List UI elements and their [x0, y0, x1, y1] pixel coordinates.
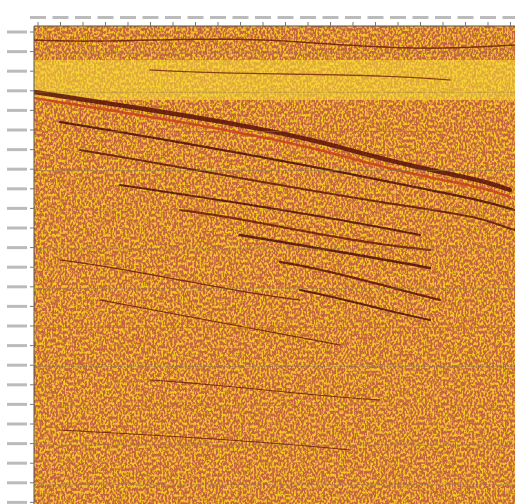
x-tick-label-blur — [143, 16, 159, 19]
seismic-view — [0, 0, 515, 504]
y-tick-label-blur — [7, 462, 27, 465]
y-tick-label-blur — [7, 148, 27, 151]
y-tick-label-blur — [7, 207, 27, 210]
y-tick-label-blur — [7, 481, 27, 484]
x-tick-label-blur — [255, 16, 271, 19]
x-tick-label-blur — [480, 16, 496, 19]
y-tick-label-blur — [7, 364, 27, 367]
y-tick-label-blur — [7, 423, 27, 426]
y-tick-label-blur — [7, 285, 27, 288]
x-tick-label-blur — [165, 16, 181, 19]
seismic-section — [34, 26, 515, 504]
y-tick-label-blur — [7, 50, 27, 53]
y-tick-label-blur — [7, 266, 27, 269]
x-tick-label-blur — [390, 16, 406, 19]
x-tick-label-blur — [53, 16, 69, 19]
y-tick-label-blur — [7, 344, 27, 347]
y-tick-label-blur — [7, 187, 27, 190]
y-tick-label-blur — [7, 89, 27, 92]
x-tick-label-blur — [120, 16, 136, 19]
y-tick-label-blur — [7, 325, 27, 328]
x-tick-label-blur — [323, 16, 339, 19]
x-tick-label-blur — [210, 16, 226, 19]
y-tick-label-blur — [7, 442, 27, 445]
y-tick-label-blur — [7, 501, 27, 504]
x-tick-label-blur — [413, 16, 429, 19]
y-tick-label-blur — [7, 70, 27, 73]
y-tick-label-blur — [7, 227, 27, 230]
x-tick-label-blur — [368, 16, 384, 19]
y-tick-label-blur — [7, 31, 27, 34]
x-tick-label-blur — [30, 16, 46, 19]
y-tick-label-blur — [7, 168, 27, 171]
y-tick-label-blur — [7, 129, 27, 132]
x-tick-label-blur — [435, 16, 451, 19]
x-tick-label-blur — [233, 16, 249, 19]
x-tick-label-blur — [300, 16, 316, 19]
x-tick-label-blur — [98, 16, 114, 19]
x-tick-label-blur — [188, 16, 204, 19]
y-tick-label-blur — [7, 305, 27, 308]
x-tick-label-blur — [458, 16, 474, 19]
x-tick-label-blur — [75, 16, 91, 19]
y-tick-label-blur — [7, 246, 27, 249]
y-tick-label-blur — [7, 109, 27, 112]
y-tick-label-blur — [7, 403, 27, 406]
x-tick-label-blur — [278, 16, 294, 19]
x-tick-label-blur — [345, 16, 361, 19]
y-tick-label-blur — [7, 383, 27, 386]
x-tick-label-blur — [503, 16, 515, 19]
page: (() => { const data = JSON.parse(documen… — [0, 0, 515, 504]
